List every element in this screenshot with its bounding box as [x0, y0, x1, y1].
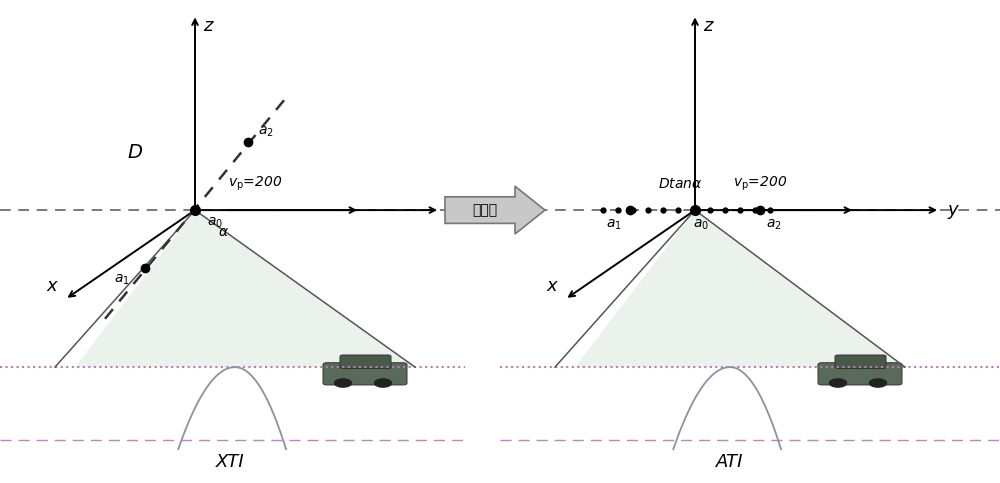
Text: $\alpha$: $\alpha$: [218, 225, 229, 239]
Text: $a_1$: $a_1$: [114, 273, 130, 287]
Text: $a_0$: $a_0$: [207, 216, 223, 230]
Text: $a_2$: $a_2$: [766, 217, 782, 232]
Text: x: x: [546, 277, 557, 295]
Circle shape: [374, 379, 392, 387]
Polygon shape: [575, 210, 905, 367]
FancyBboxPatch shape: [323, 363, 407, 385]
Text: z: z: [203, 17, 212, 35]
Polygon shape: [445, 186, 545, 234]
Text: z: z: [703, 17, 712, 35]
Text: ATI: ATI: [716, 453, 744, 471]
Text: $a_0$: $a_0$: [693, 217, 709, 232]
Text: XTI: XTI: [216, 453, 244, 471]
Text: $a_1$: $a_1$: [606, 217, 622, 232]
FancyBboxPatch shape: [340, 355, 391, 369]
Text: $D$: $D$: [127, 142, 143, 162]
Text: y: y: [447, 201, 458, 219]
Text: x: x: [46, 277, 57, 295]
Text: $D$tan$\alpha$: $D$tan$\alpha$: [658, 177, 702, 191]
Circle shape: [334, 379, 352, 387]
Text: 等效为: 等效为: [472, 203, 498, 217]
Circle shape: [830, 379, 846, 387]
Polygon shape: [75, 210, 415, 367]
FancyBboxPatch shape: [835, 355, 886, 369]
FancyBboxPatch shape: [818, 363, 902, 385]
Text: $v_\mathrm{p}$=200: $v_\mathrm{p}$=200: [733, 175, 787, 193]
Circle shape: [870, 379, 887, 387]
Text: $v_\mathrm{p}$=200: $v_\mathrm{p}$=200: [228, 175, 282, 193]
Text: y: y: [947, 201, 958, 219]
Text: $a_2$: $a_2$: [258, 124, 274, 139]
